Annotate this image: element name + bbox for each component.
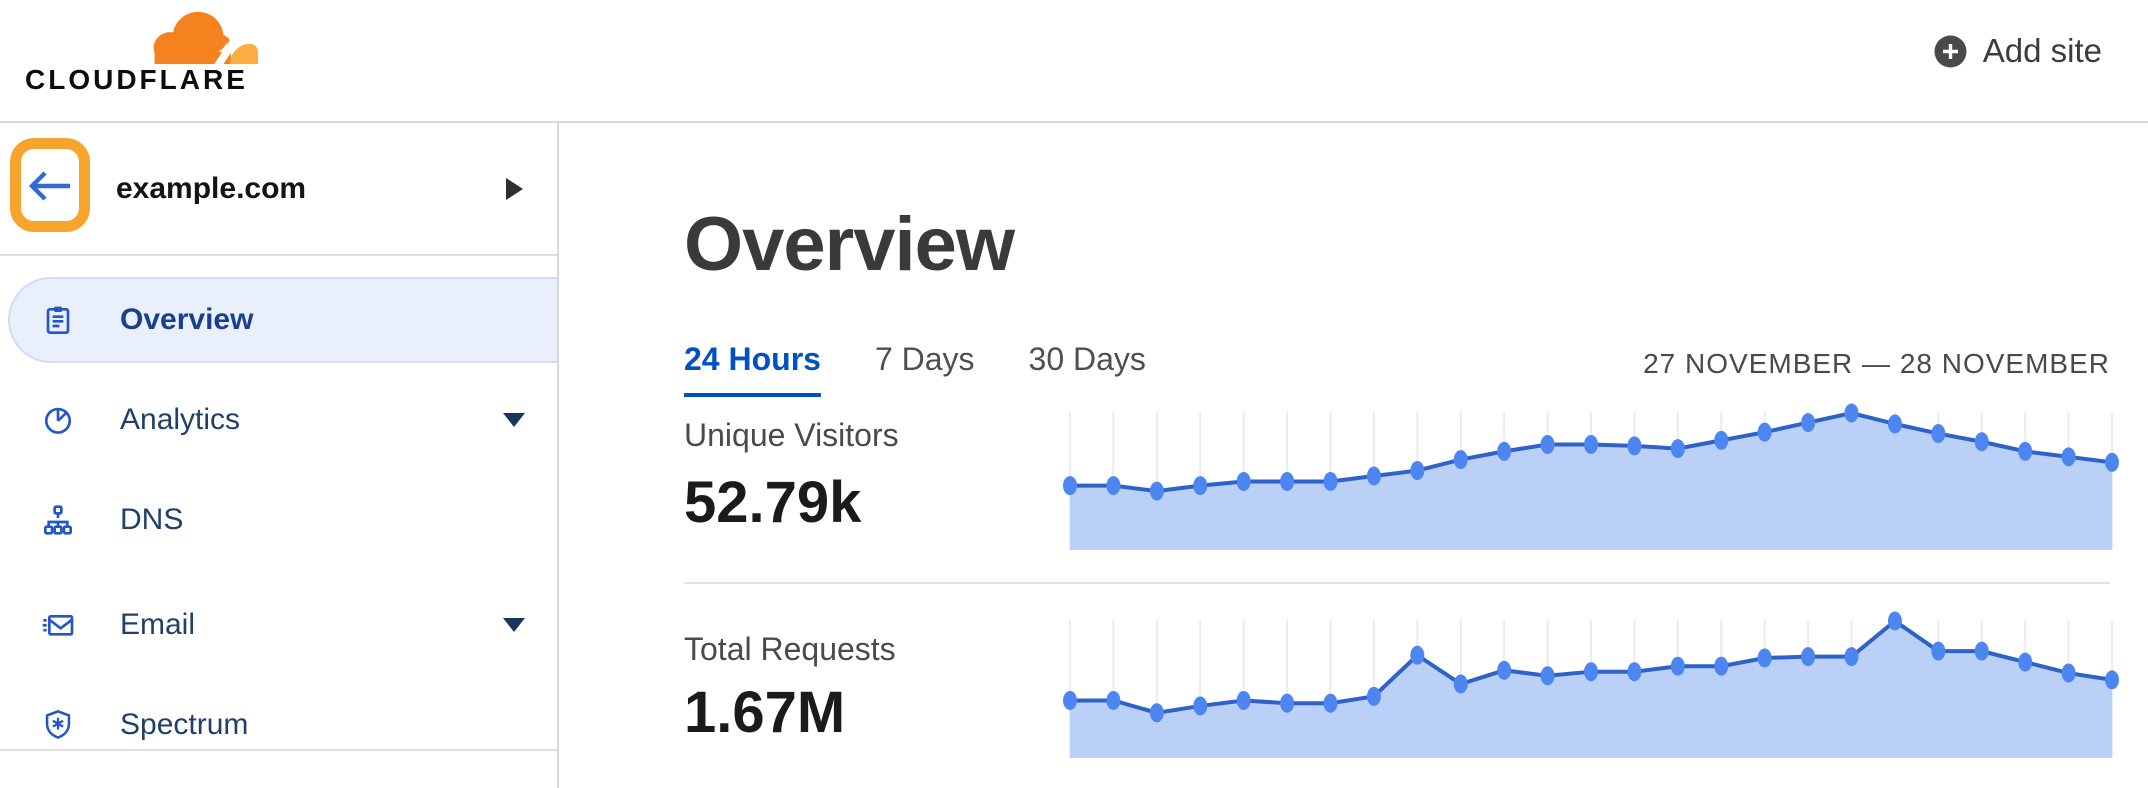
- tab-7-days[interactable]: 7 Days: [874, 341, 975, 377]
- pie-chart-icon: [44, 407, 72, 434]
- sidebar-item-overview[interactable]: Overview: [8, 277, 557, 363]
- section-divider: [684, 582, 2110, 584]
- sidebar-divider: [0, 254, 557, 256]
- sidebar-item-spectrum[interactable]: Spectrum: [8, 682, 557, 768]
- sidebar-item-label: Overview: [120, 303, 254, 336]
- unique-visitors-value: 52.79k: [684, 470, 862, 535]
- clipboard-icon: [46, 306, 70, 334]
- total-requests-value: 1.67M: [684, 680, 846, 745]
- sidebar-item-label: DNS: [120, 503, 184, 536]
- sidebar-item-label: Spectrum: [120, 708, 249, 741]
- sidebar-item-email[interactable]: Email: [8, 582, 557, 668]
- total-requests-label: Total Requests: [684, 631, 896, 667]
- sidebar-item-label: Analytics: [120, 403, 241, 436]
- time-range-tabs: 24 Hours 7 Days 30 Days 27 NOVEMBER — 28…: [684, 341, 2110, 397]
- add-site-button[interactable]: Add site: [1934, 32, 2102, 70]
- sitemap-icon: [44, 505, 72, 535]
- site-name: example.com: [116, 171, 307, 205]
- unique-visitors-chart[interactable]: [1063, 385, 2119, 550]
- caret-right-icon[interactable]: [506, 177, 523, 200]
- shield-icon: [45, 710, 71, 739]
- app-header: CLOUDFLARE Add site: [0, 0, 2148, 123]
- plus-circle-icon: [1934, 35, 1967, 67]
- main-content: Overview 24 Hours 7 Days 30 Days 27 NOVE…: [561, 123, 2148, 788]
- sidebar-item-label: Email: [120, 608, 196, 641]
- cloudflare-wordmark: CLOUDFLARE: [25, 64, 248, 95]
- sidebar-item-analytics[interactable]: Analytics: [8, 377, 557, 463]
- page-title: Overview: [684, 202, 1015, 287]
- tab-24-hours[interactable]: 24 Hours: [684, 341, 821, 397]
- cloudflare-cloud-icon: [153, 11, 258, 66]
- highlight-annotation: [10, 138, 90, 232]
- back-arrow-icon[interactable]: [26, 168, 74, 204]
- sidebar-item-dns[interactable]: DNS: [8, 477, 557, 563]
- caret-down-icon[interactable]: [503, 413, 525, 427]
- tab-30-days[interactable]: 30 Days: [1028, 341, 1146, 377]
- sidebar: example.com Overview Analytics DNS: [0, 123, 559, 788]
- unique-visitors-label: Unique Visitors: [684, 417, 899, 453]
- caret-down-icon[interactable]: [503, 618, 525, 632]
- cloudflare-logo: CLOUDFLARE: [25, 4, 265, 96]
- total-requests-chart[interactable]: [1063, 568, 2119, 758]
- add-site-label: Add site: [1982, 32, 2102, 69]
- site-switcher: example.com: [0, 123, 557, 254]
- envelope-icon: [42, 615, 74, 636]
- date-range-label: 27 NOVEMBER — 28 NOVEMBER: [1643, 348, 2110, 379]
- sidebar-divider: [0, 749, 557, 751]
